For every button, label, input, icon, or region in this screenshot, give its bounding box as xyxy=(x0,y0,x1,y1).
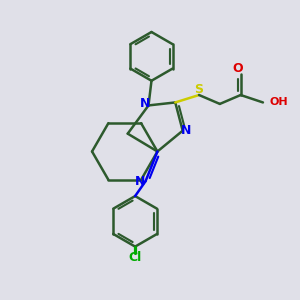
Text: O: O xyxy=(232,62,243,75)
Text: OH: OH xyxy=(269,98,288,107)
Text: S: S xyxy=(194,83,203,96)
Text: N: N xyxy=(140,97,151,110)
Text: N: N xyxy=(181,124,191,137)
Text: Cl: Cl xyxy=(128,251,142,264)
Text: N: N xyxy=(135,175,146,188)
